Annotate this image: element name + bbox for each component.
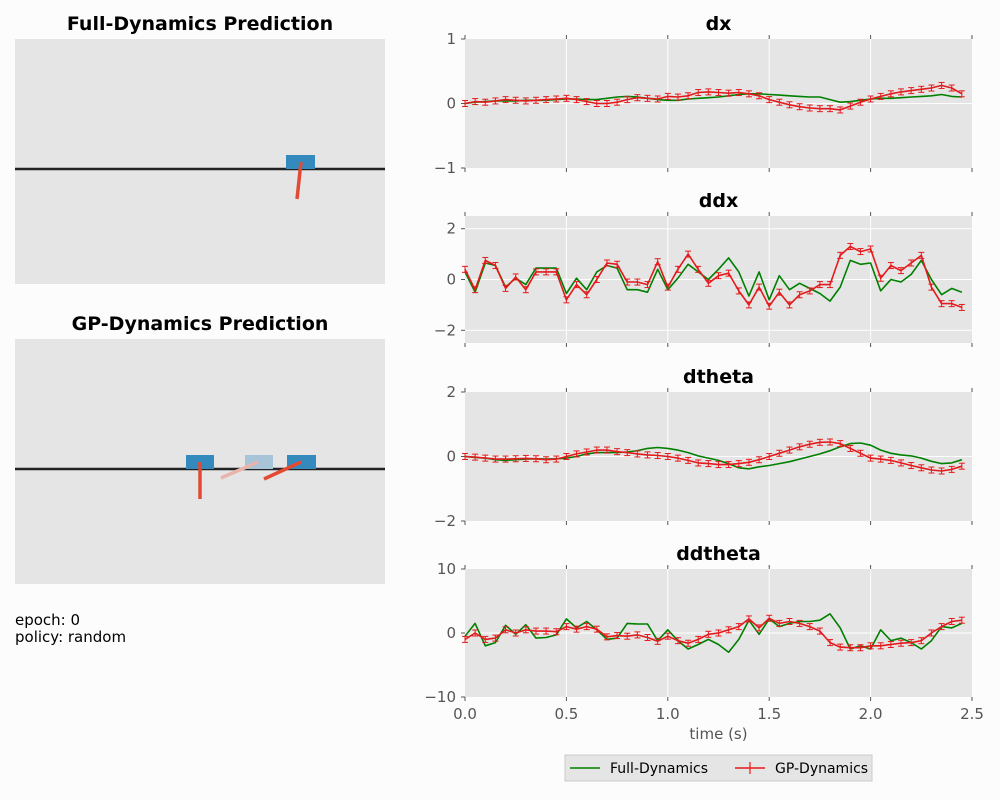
gp-dynamics-pole — [263, 460, 302, 481]
plot-title: dtheta — [683, 366, 754, 388]
y-tick-label: 1 — [446, 30, 456, 48]
full-dynamics-pole — [295, 161, 303, 200]
y-tick-label: 2 — [446, 383, 456, 401]
full-dynamics-canvas — [15, 39, 385, 284]
legend-full-dynamics-label: Full-Dynamics — [610, 761, 708, 777]
series-line-GP-Dynamics — [464, 617, 963, 649]
gp-dynamics-pole-ghost — [220, 460, 259, 480]
series-line-Full-Dynamics — [464, 257, 963, 302]
legend-box — [564, 754, 873, 782]
y-tick-label: 0 — [446, 95, 456, 113]
plot-dtheta: 2 0 −2 dtheta — [434, 366, 973, 530]
policy-label: policy: random — [15, 628, 127, 646]
y-tick-label: −2 — [434, 512, 456, 530]
y-tick-label: −10 — [424, 688, 456, 706]
series-line-GP-Dynamics — [464, 84, 963, 111]
plot-title: ddx — [699, 190, 738, 212]
plot-title: ddtheta — [676, 543, 761, 565]
plot-ddtheta: 10 0 −10 ddtheta 0.0 0.5 1.0 1.5 2.0 2.5 time (s) — [424, 543, 984, 743]
x-tick-label: 0.5 — [554, 705, 578, 723]
y-tick-label: 0 — [446, 448, 456, 466]
x-tick-label: 2.5 — [960, 705, 984, 723]
y-tick-label: −1 — [434, 159, 456, 177]
y-tick-label: 10 — [437, 560, 456, 578]
plot-title: dx — [706, 13, 732, 35]
y-tick-label: 2 — [446, 220, 456, 238]
run-info: epoch: 0 policy: random — [15, 612, 126, 646]
x-tick-label: 0.0 — [453, 705, 477, 723]
epoch-label: epoch: 0 — [15, 611, 81, 629]
legend-gp-dynamics-label: GP-Dynamics — [775, 761, 868, 777]
series-line-Full-Dynamics — [464, 612, 963, 654]
y-tick-label: 0 — [446, 624, 456, 642]
y-tick-label: 0 — [446, 271, 456, 289]
x-tick-label: 1.5 — [757, 705, 781, 723]
plot-ddx: 2 0 −2 ddx — [434, 190, 973, 347]
x-tick-label: 1.0 — [656, 705, 680, 723]
plot-dx: 1 0 −1 dx — [434, 13, 973, 177]
x-tick-label: 2.0 — [859, 705, 883, 723]
gp-dynamics-title: GP-Dynamics Prediction — [72, 313, 329, 335]
full-dynamics-title: Full-Dynamics Prediction — [67, 13, 333, 35]
x-axis-label: time (s) — [689, 725, 747, 743]
series-line-GP-Dynamics — [464, 441, 963, 472]
legend: Full-Dynamics GP-Dynamics — [564, 754, 873, 782]
series-line-GP-Dynamics — [464, 245, 963, 309]
y-tick-label: −2 — [434, 321, 456, 339]
